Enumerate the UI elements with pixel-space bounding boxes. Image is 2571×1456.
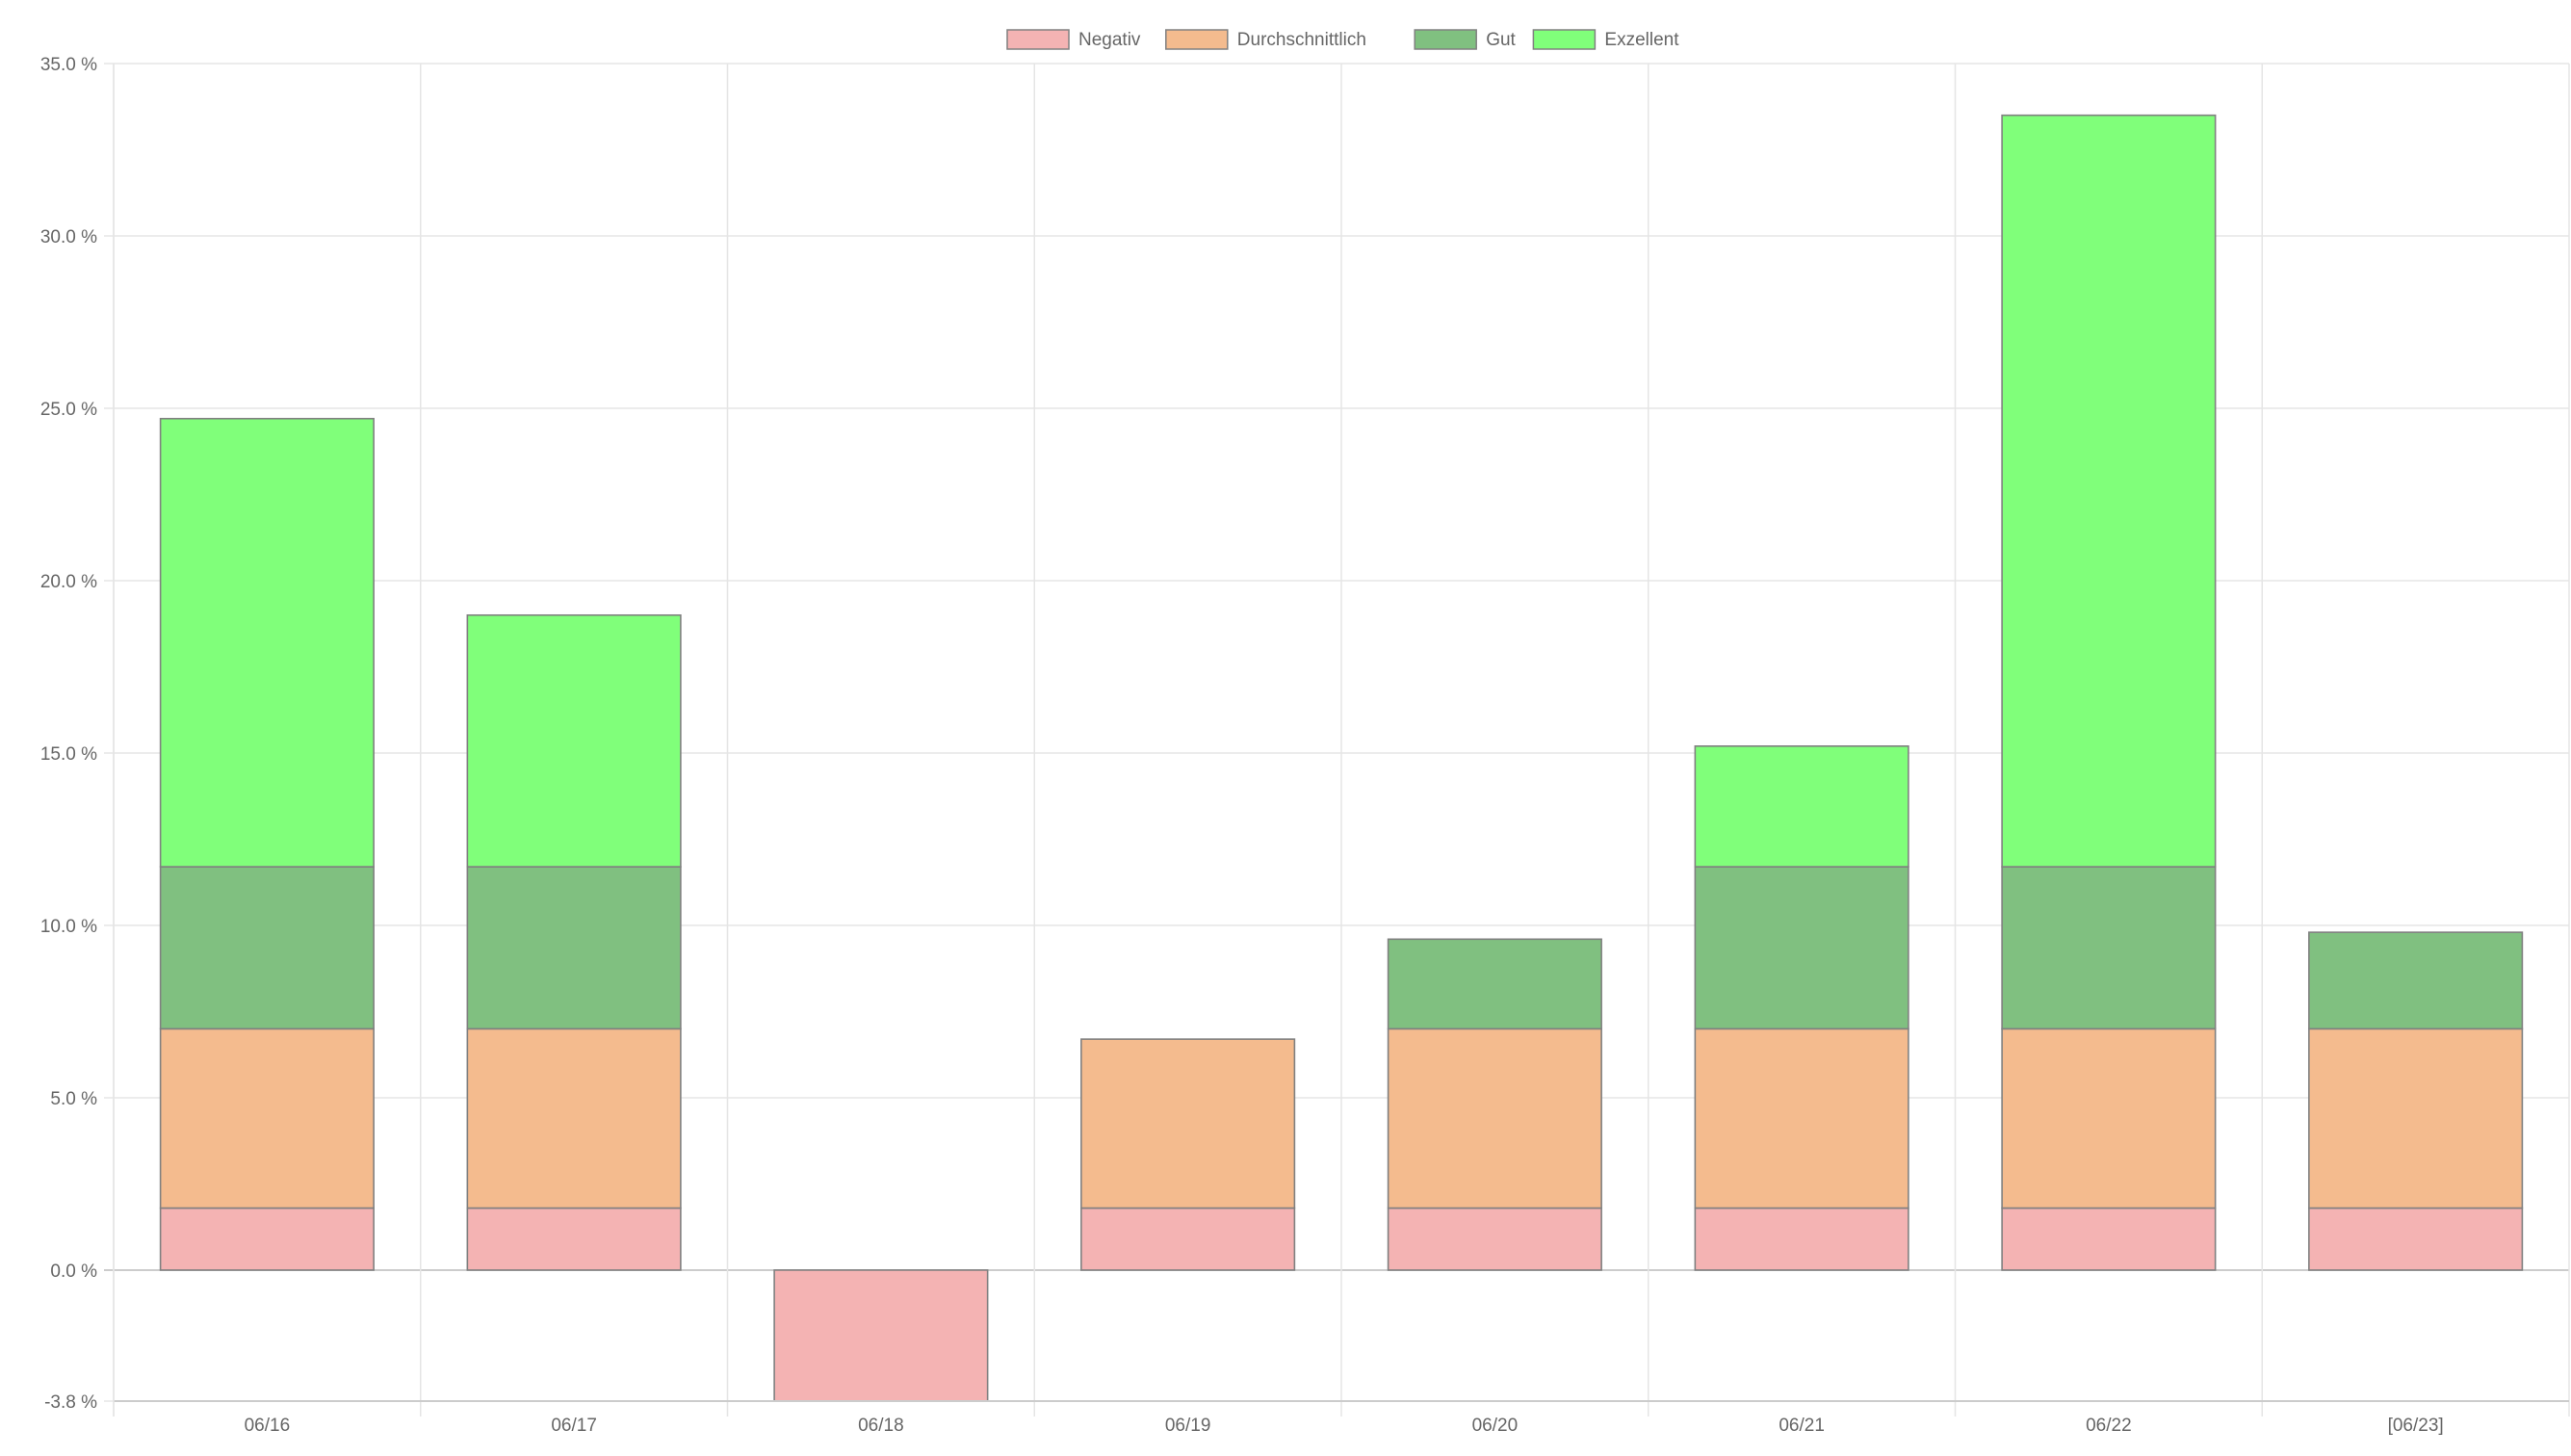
bar-gut-0[interactable] — [159, 866, 375, 1030]
bar-gut-7[interactable] — [2308, 931, 2524, 1030]
x-tick-label: [06/23] — [2388, 1416, 2444, 1436]
bar-exzellent-5[interactable] — [1694, 745, 1909, 868]
y-tick-label: 35.0 % — [40, 55, 97, 75]
bar-exzellent-6[interactable] — [2001, 114, 2217, 868]
y-tick-label: 10.0 % — [40, 917, 97, 937]
bar-negativ-4[interactable] — [1387, 1207, 1602, 1271]
y-tick-label: 25.0 % — [40, 400, 97, 420]
bar-durchschnittlich-3[interactable] — [1080, 1038, 1296, 1209]
x-tick-label: 06/21 — [1779, 1416, 1825, 1436]
bar-negativ-2[interactable] — [773, 1269, 989, 1402]
bar-exzellent-1[interactable] — [466, 613, 682, 868]
bar-negativ-0[interactable] — [159, 1207, 375, 1271]
legend-label: Durchschnittlich — [1237, 30, 1366, 50]
bar-negativ-6[interactable] — [2001, 1207, 2217, 1271]
bar-durchschnittlich-4[interactable] — [1387, 1027, 1602, 1209]
bar-durchschnittlich-0[interactable] — [159, 1027, 375, 1209]
bar-gut-1[interactable] — [466, 866, 682, 1030]
y-tick-label: 15.0 % — [40, 744, 97, 765]
bar-negativ-1[interactable] — [466, 1207, 682, 1271]
legend-item-negativ[interactable]: Negativ — [1006, 29, 1141, 50]
legend-label: Gut — [1486, 30, 1516, 50]
y-tick-label: -3.8 % — [44, 1392, 97, 1413]
legend-swatch — [1414, 29, 1477, 50]
legend-label: Exzellent — [1604, 30, 1679, 50]
y-tick-label: 0.0 % — [50, 1261, 97, 1282]
legend-swatch — [1006, 29, 1070, 50]
bar-gut-6[interactable] — [2001, 866, 2217, 1030]
legend-swatch — [1165, 29, 1229, 50]
bar-durchschnittlich-7[interactable] — [2308, 1027, 2524, 1209]
bar-durchschnittlich-1[interactable] — [466, 1027, 682, 1209]
bar-gut-4[interactable] — [1387, 938, 1602, 1030]
bar-durchschnittlich-6[interactable] — [2001, 1027, 2217, 1209]
legend-item-exzellent[interactable]: Exzellent — [1532, 29, 1679, 50]
x-tick-label: 06/18 — [858, 1416, 904, 1436]
y-tick-label: 5.0 % — [50, 1089, 97, 1109]
x-tick-label: 06/16 — [245, 1416, 291, 1436]
bar-exzellent-0[interactable] — [159, 417, 375, 868]
x-tick-label: 06/20 — [1472, 1416, 1519, 1436]
bar-gut-5[interactable] — [1694, 866, 1909, 1030]
bar-negativ-5[interactable] — [1694, 1207, 1909, 1271]
x-tick-label: 06/17 — [551, 1416, 597, 1436]
x-tick-label: 06/19 — [1165, 1416, 1211, 1436]
x-tick-label: 06/22 — [2086, 1416, 2132, 1436]
y-tick-label: 30.0 % — [40, 227, 97, 247]
bar-negativ-7[interactable] — [2308, 1207, 2524, 1271]
legend-label: Negativ — [1078, 30, 1141, 50]
bar-durchschnittlich-5[interactable] — [1694, 1027, 1909, 1209]
y-tick-label: 20.0 % — [40, 572, 97, 592]
bar-negativ-3[interactable] — [1080, 1207, 1296, 1271]
legend-swatch — [1532, 29, 1597, 50]
legend-item-durchschnittlich[interactable]: Durchschnittlich — [1165, 29, 1366, 50]
legend-item-gut[interactable]: Gut — [1414, 29, 1517, 50]
